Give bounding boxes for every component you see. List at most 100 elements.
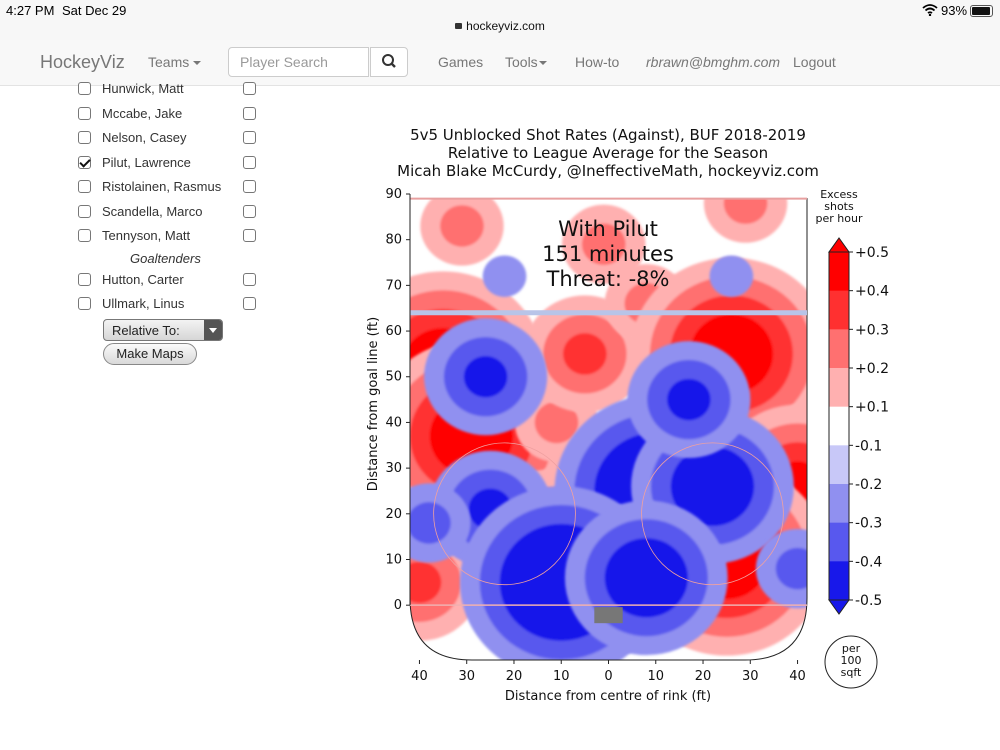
unit-label: per (842, 642, 861, 655)
teams-dropdown[interactable]: Teams (148, 54, 202, 70)
brand-link[interactable]: HockeyViz (40, 52, 125, 72)
with-checkbox[interactable] (78, 82, 91, 95)
y-tick-label: 70 (385, 278, 402, 293)
goaltenders-header: Goaltenders (130, 251, 201, 266)
rink-markings (409, 197, 808, 661)
howto-link[interactable]: How-to (575, 54, 620, 70)
hotspot-ring (410, 502, 451, 544)
x-axis-label: Distance from centre of rink (ft) (505, 689, 711, 704)
player-search-input[interactable] (228, 47, 369, 77)
player-row: Tennyson, Matt (78, 228, 268, 246)
without-checkbox[interactable] (243, 107, 256, 120)
without-checkbox[interactable] (243, 82, 256, 95)
goal-net (594, 607, 623, 624)
without-checkbox[interactable] (243, 131, 256, 144)
colorbar-label: -0.2 (855, 477, 882, 493)
faceoff-circle (433, 442, 576, 586)
colorbar-frame (828, 251, 850, 601)
without-checkbox[interactable] (243, 229, 256, 242)
y-tick-label: 10 (385, 552, 402, 567)
goalie-row: Ullmark, Linus (78, 296, 268, 314)
search-button[interactable] (370, 47, 408, 77)
colorbar-label: -0.3 (855, 516, 882, 532)
hotspot-ring (410, 561, 442, 604)
without-checkbox[interactable] (243, 205, 256, 218)
colorbar-label: +0.1 (855, 400, 889, 416)
y-tick-label: 0 (394, 598, 402, 613)
navbar: HockeyViz Teams Games Tools How-to rbraw… (0, 40, 1000, 86)
colorbar-label: -0.5 (855, 593, 882, 609)
wifi-icon (922, 4, 938, 16)
hotspot-ring (690, 465, 735, 508)
lock-icon (455, 23, 463, 29)
chevron-down-icon (204, 320, 222, 340)
rink-outline (409, 198, 808, 661)
hotspot (627, 341, 751, 459)
annotation-block: With Pilut 151 minutes Threat: -8% (542, 217, 674, 291)
games-link[interactable]: Games (438, 54, 484, 70)
colorbar-label: -0.4 (855, 554, 882, 570)
colorbar-segment (829, 290, 849, 330)
chart-title: 5v5 Unblocked Shot Rates (Against), BUF … (410, 126, 806, 144)
with-checkbox[interactable] (78, 107, 91, 120)
unit-label: 100 (841, 654, 862, 667)
battery-icon (970, 5, 993, 17)
x-tick-label: 40 (789, 669, 806, 684)
x-tick-label: 20 (506, 669, 523, 684)
hotspot-ring (709, 255, 754, 297)
hotspot (410, 483, 471, 563)
status-date: Sat Dec 29 (62, 3, 127, 18)
relative-to-select[interactable]: Relative To: (103, 319, 223, 341)
goalie-row: Hutton, Carter (78, 272, 268, 290)
with-checkbox[interactable] (78, 205, 91, 218)
status-bar: 4:27 PM Sat Dec 29 hockeyviz.com 93% (0, 0, 1000, 40)
x-tick-label: 20 (695, 669, 712, 684)
hotspot (420, 198, 504, 266)
tools-dropdown[interactable]: Tools (505, 54, 547, 70)
with-checkbox[interactable] (78, 297, 91, 310)
colorbar-label: +0.3 (855, 322, 889, 338)
unit-circle (824, 635, 878, 689)
search-icon (382, 54, 396, 68)
player-name: Hunwick, Matt (102, 81, 184, 96)
colorbar-segment (829, 329, 849, 369)
without-checkbox[interactable] (243, 273, 256, 286)
colorbar-label: -0.1 (855, 438, 882, 454)
x-tick-label: 30 (742, 669, 759, 684)
colorbar-segment (829, 522, 849, 562)
colorbar-segment (829, 484, 849, 524)
hotspot (755, 529, 807, 609)
hotspot-ring (624, 557, 669, 599)
player-row: Scandella, Marco (78, 204, 268, 222)
colorbar-segment (829, 252, 849, 292)
hotspot-ring (723, 198, 768, 224)
y-tick-label: 30 (385, 461, 402, 476)
without-checkbox[interactable] (243, 297, 256, 310)
player-name: Pilut, Lawrence (102, 155, 191, 170)
hotspot-ring (463, 355, 508, 398)
with-checkbox[interactable] (78, 180, 91, 193)
colorbar-label: +0.5 (855, 245, 889, 261)
y-tick-label: 40 (385, 415, 402, 430)
account-email-link[interactable]: rbrawn@bmghm.com (646, 54, 781, 70)
teams-label: Teams (148, 54, 190, 70)
hotspot-ring (440, 205, 484, 247)
annotation-line: 151 minutes (542, 242, 674, 266)
colorbar-min-arrow (828, 599, 850, 615)
y-tick-label: 80 (385, 233, 402, 248)
colorbar-segment (829, 368, 849, 408)
make-maps-button[interactable]: Make Maps (103, 343, 197, 365)
with-checkbox[interactable] (78, 273, 91, 286)
logout-link[interactable]: Logout (793, 54, 836, 70)
x-tick-label: 30 (458, 669, 475, 684)
with-checkbox-checked[interactable] (78, 156, 91, 169)
with-checkbox[interactable] (78, 131, 91, 144)
colorbar-max-arrow (828, 237, 850, 253)
colorbar-segment (829, 406, 849, 446)
without-checkbox[interactable] (243, 180, 256, 193)
address-bar[interactable]: hockeyviz.com (0, 19, 1000, 33)
x-tick-label: 10 (647, 669, 664, 684)
player-name: Mccabe, Jake (102, 106, 183, 121)
without-checkbox[interactable] (243, 156, 256, 169)
with-checkbox[interactable] (78, 229, 91, 242)
